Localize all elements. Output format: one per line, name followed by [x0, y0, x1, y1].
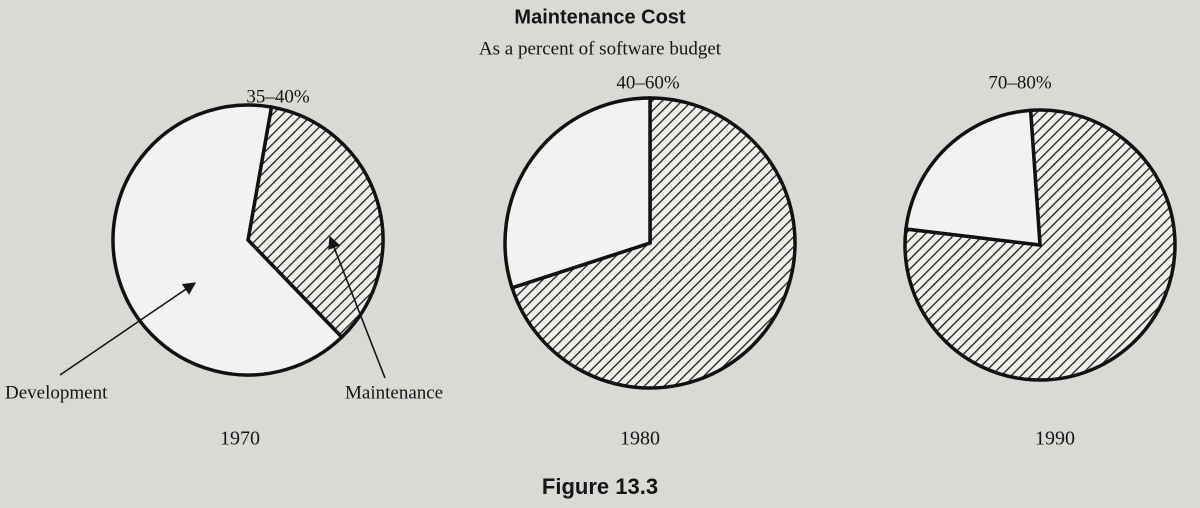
- pie-slice: [111, 103, 345, 377]
- title: Maintenance Cost: [514, 6, 685, 28]
- pointer-arrow: [59, 282, 197, 376]
- slice-annotation: 70–80%: [988, 72, 1052, 93]
- subtitle: As a percent of software budget: [479, 38, 722, 59]
- category-label: Development: [5, 382, 108, 403]
- pie-slice: [503, 96, 652, 291]
- charts: 35–40% 1970 Development Maintenance 40–60% 19…: [5, 72, 1177, 450]
- slice-annotation: 40–60%: [616, 72, 680, 93]
- year-label: 1980: [620, 428, 660, 450]
- pointer-arrow: [328, 235, 386, 379]
- pie-slice: [509, 96, 797, 390]
- year-label: 1970: [220, 428, 260, 450]
- pie-slice: [904, 108, 1042, 247]
- caption: Figure 13.3: [542, 474, 658, 499]
- slice-annotation: 35–40%: [246, 86, 310, 107]
- category-label: Maintenance: [345, 382, 443, 403]
- year-label: 1990: [1035, 428, 1075, 450]
- pie-slice: [246, 105, 385, 340]
